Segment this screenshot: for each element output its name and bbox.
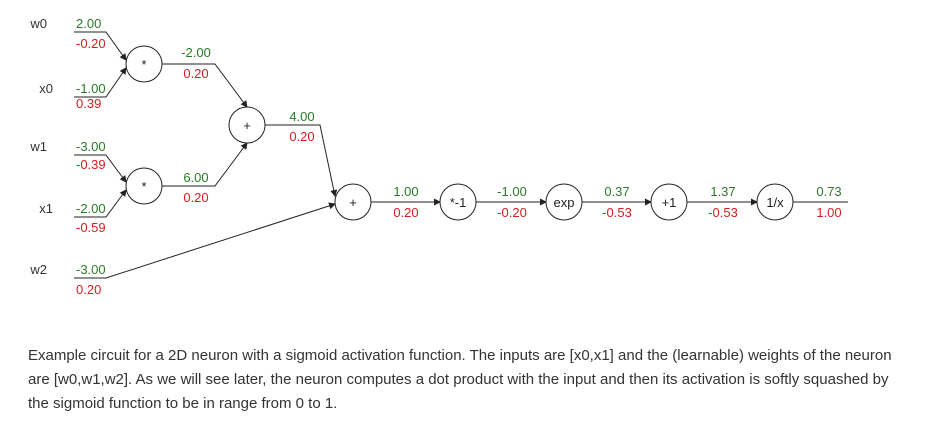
- gate-circle: [545, 183, 583, 221]
- gate-circle: [439, 183, 477, 221]
- figure-caption: Example circuit for a 2D neuron with a s…: [28, 347, 892, 412]
- gate-add1: +: [228, 106, 266, 144]
- gate-op-neg: *-1: [450, 195, 467, 210]
- gate-circle: [334, 183, 372, 221]
- gate-op-add1: +: [243, 118, 251, 133]
- output-value-add2: 1.00: [393, 184, 418, 199]
- output-value-mul1: -2.00: [181, 45, 211, 60]
- gate-op-inc: +1: [662, 195, 677, 210]
- input-grad-x1: -0.59: [76, 220, 106, 235]
- output-grad-mul2: 0.20: [183, 190, 208, 205]
- wire-out-mul1: [162, 63, 248, 108]
- output-value-recip: 0.73: [816, 184, 841, 199]
- input-grad-w0: -0.20: [76, 36, 106, 51]
- input-value-w0: 2.00: [76, 16, 101, 31]
- input-value-x0: -1.00: [76, 81, 106, 96]
- gate-mul2: *: [125, 167, 163, 205]
- gate-op-mul2: *: [141, 179, 146, 194]
- input-label-x0: x0: [39, 81, 53, 96]
- output-grad-mul1: 0.20: [183, 66, 208, 81]
- input-value-x1: -2.00: [76, 201, 106, 216]
- wire-w0: [74, 31, 127, 61]
- input-grad-w1: -0.39: [76, 157, 106, 172]
- gate-circle: [756, 183, 794, 221]
- output-grad-inc: -0.53: [708, 205, 738, 220]
- input-grad-w2: 0.20: [76, 282, 101, 297]
- gate-circle: [125, 45, 163, 83]
- gate-circle: [228, 106, 266, 144]
- input-value-w2: -3.00: [76, 262, 106, 277]
- output-value-inc: 1.37: [710, 184, 735, 199]
- input-grad-x0: 0.39: [76, 96, 101, 111]
- gate-nodes: * * + + *-1 exp +1 1/x: [125, 45, 794, 221]
- output-grad-recip: 1.00: [816, 205, 841, 220]
- gate-circle: [650, 183, 688, 221]
- wire-w1: [74, 154, 127, 183]
- input-label-w0: w0: [29, 16, 47, 31]
- output-grad-add1: 0.20: [289, 129, 314, 144]
- output-value-neg: -1.00: [497, 184, 527, 199]
- wire-out-add1: [265, 124, 338, 197]
- wire-x0: [74, 67, 127, 98]
- gate-op-recip: 1/x: [766, 195, 784, 210]
- gate-inc: +1: [650, 183, 688, 221]
- gate-mul1: *: [125, 45, 163, 83]
- gate-circle: [125, 167, 163, 205]
- wire-out-mul2: [162, 142, 248, 187]
- output-grad-add2: 0.20: [393, 205, 418, 220]
- gate-op-exp: exp: [554, 195, 575, 210]
- wire-w2: [74, 202, 336, 279]
- gate-op-add2: +: [349, 195, 357, 210]
- gate-op-mul1: *: [141, 57, 146, 72]
- input-value-w1: -3.00: [76, 139, 106, 154]
- input-label-x1: x1: [39, 201, 53, 216]
- output-grad-exp: -0.53: [602, 205, 632, 220]
- gate-exp: exp: [545, 183, 583, 221]
- output-value-exp: 0.37: [604, 184, 629, 199]
- input-label-w1: w1: [29, 139, 47, 154]
- output-grad-neg: -0.20: [497, 205, 527, 220]
- gate-add2: +: [334, 183, 372, 221]
- input-label-w2: w2: [29, 262, 47, 277]
- gate-neg: *-1: [439, 183, 477, 221]
- wires: [74, 31, 848, 279]
- output-value-add1: 4.00: [289, 109, 314, 124]
- output-value-mul2: 6.00: [183, 170, 208, 185]
- wire-x1: [74, 189, 127, 218]
- gate-recip: 1/x: [756, 183, 794, 221]
